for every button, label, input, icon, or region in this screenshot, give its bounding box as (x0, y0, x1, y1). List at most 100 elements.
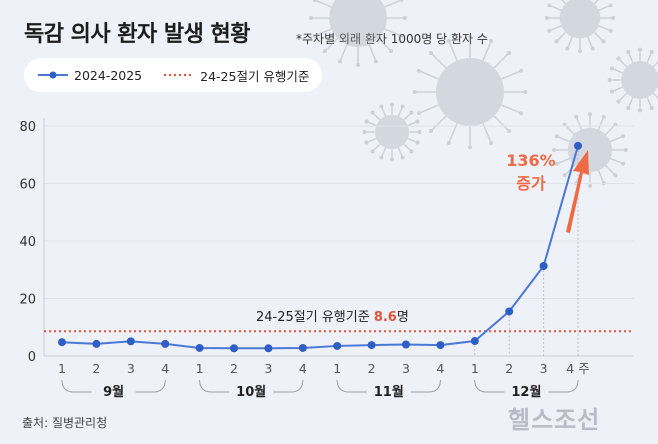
virus-body (559, 0, 601, 39)
virus-body (329, 0, 387, 47)
virus-spike (376, 36, 391, 51)
x-tick-label: 1 (333, 361, 341, 376)
virus-decoration (309, 0, 658, 188)
x-tick-label: 3 (402, 361, 410, 376)
virus-spike-tip (309, 16, 314, 20)
virus-spike (380, 106, 387, 118)
baseline-annotation-unit: 명 (397, 310, 409, 325)
virus-body (375, 115, 409, 149)
y-tick-label: 20 (19, 293, 36, 308)
increase-arrow-icon (566, 150, 589, 233)
virus-spike-tip (613, 173, 618, 178)
y-tick-label: 60 (19, 178, 36, 193)
data-point (126, 337, 135, 346)
x-tick-label: 4 (299, 361, 307, 376)
virus-spike-tip (399, 33, 404, 38)
virus-spike-tip (638, 108, 642, 113)
virus-spike-tip (608, 28, 613, 33)
y-tick-label: 0 (28, 350, 36, 365)
virus-spike (566, 35, 574, 49)
virus-spike (382, 27, 401, 37)
virus-spike-tip (588, 112, 592, 117)
virus-spike-tip (370, 110, 375, 115)
legend-baseline-swatch (164, 74, 195, 76)
virus-spike-tip (468, 145, 472, 150)
month-label: 11월 (374, 384, 404, 400)
virus-spike (549, 24, 563, 32)
increase-percent-label: 136% (506, 151, 555, 170)
virus-spike (627, 95, 634, 108)
virus-spike (597, 4, 611, 12)
virus-spike-tip (400, 104, 405, 109)
virus-spike-tip (428, 50, 433, 55)
virus-spike-tip (312, 33, 317, 38)
virus-spike (325, 36, 340, 51)
virus-spike (586, 35, 594, 49)
virus-spike (593, 31, 604, 42)
virus-spike-tip (578, 49, 582, 54)
virus-spike-tip (428, 129, 433, 134)
month-label: 12월 (511, 384, 541, 400)
virus-spike (315, 27, 334, 37)
virus-spike-tip (489, 140, 494, 145)
virus-icon (412, 34, 528, 150)
virus-spike (481, 41, 492, 63)
virus-spike (608, 157, 623, 165)
virus-body (567, 127, 613, 173)
virus-spike-tip (609, 66, 614, 71)
virus-spike (612, 86, 625, 93)
virus-spike (339, 42, 349, 61)
x-tick-label: 4 주 (566, 361, 589, 376)
virus-spike (597, 24, 611, 32)
virus-spike (419, 70, 441, 81)
virus-spike-tip (616, 99, 621, 104)
virus-spike-tip (626, 49, 631, 54)
virus-spike (499, 103, 521, 114)
virus-spike-tip (523, 90, 528, 94)
data-point (195, 343, 204, 352)
virus-spike-tip (626, 106, 631, 111)
virus-spike-tip (322, 49, 327, 54)
virus-spike-tip (590, 46, 595, 51)
virus-spike-tip (507, 50, 512, 55)
virus-spike-tip (621, 161, 626, 166)
virus-spike-tip (412, 90, 417, 94)
legend-series-swatch (38, 71, 68, 79)
data-point (367, 341, 376, 350)
virus-spike-tip (611, 16, 616, 20)
legend: 2024-2025 24-25절기 유행기준 (24, 58, 322, 92)
virus-spike (406, 120, 418, 127)
virus-spike-tip (446, 140, 451, 145)
virus-spike-tip (312, 0, 317, 3)
virus-icon (607, 47, 658, 113)
virus-body (621, 61, 658, 99)
virus-spike-tip (638, 47, 642, 52)
y-tick-label: 40 (19, 235, 36, 250)
virus-icon (309, 0, 407, 67)
virus-spike-tip (415, 140, 420, 145)
virus-spike (560, 0, 567, 5)
virus-spike (557, 157, 572, 165)
virus-spike (646, 52, 653, 65)
virus-spike (448, 41, 459, 63)
virus-spike-tip (547, 28, 552, 33)
virus-spike (397, 146, 404, 158)
virus-spike (406, 137, 418, 144)
data-point (505, 307, 514, 316)
virus-spike-tip (338, 59, 343, 64)
data-point (92, 339, 101, 348)
virus-spike (431, 53, 448, 70)
virus-spike (419, 103, 441, 114)
legend-item-baseline: 24-25절기 유행기준 (164, 66, 309, 85)
virus-spike (382, 0, 401, 9)
virus-spike-tip (601, 114, 606, 119)
series-2024-2025 (58, 141, 582, 356)
virus-spike-tip (362, 130, 367, 134)
month-label-bg (366, 382, 411, 402)
virus-spike-tip (649, 106, 654, 111)
x-tick-label: 1 (471, 361, 479, 376)
virus-spike (651, 91, 658, 100)
virus-spike-tip (468, 34, 472, 39)
virus-spike (627, 52, 634, 65)
